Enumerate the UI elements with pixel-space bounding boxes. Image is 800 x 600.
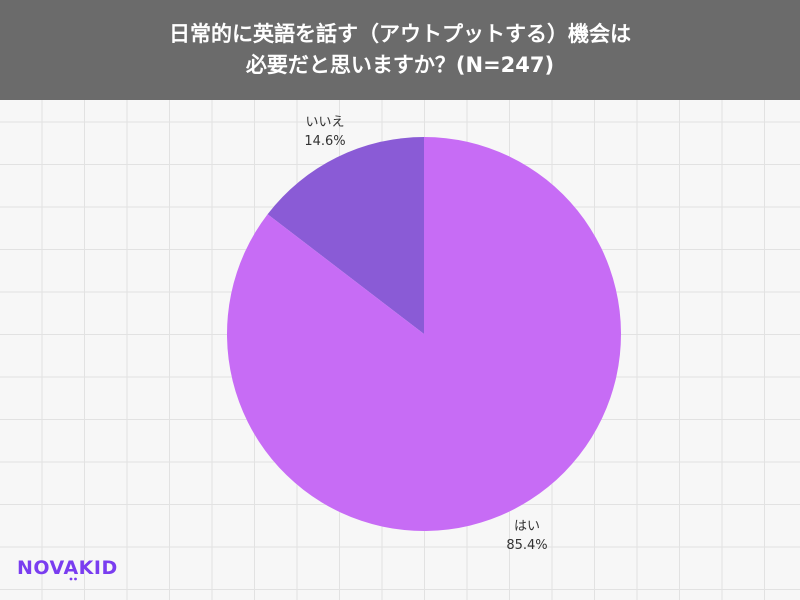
chart-title-line-1: 日常的に英語を話す（アウトプットする）機会は [169,22,631,46]
chart-header: 日常的に英語を話す（アウトプットする）機会は 必要だと思いますか？(N=247) [0,0,800,100]
pie-slice-iie [267,137,424,334]
chart-title-line-2: 必要だと思いますか？(N=247) [245,53,555,77]
svg-text:NOVAKID: NOVAKID [17,557,118,579]
novakid-logo: NOVAKID [17,557,118,581]
slice-value-iie: 14.6% [304,134,345,149]
slice-label-hai: はい [514,519,540,534]
slice-value-hai: 85.4% [506,538,547,553]
slice-label-iie: いいえ [305,115,344,130]
pie-slice-hai [227,137,621,531]
